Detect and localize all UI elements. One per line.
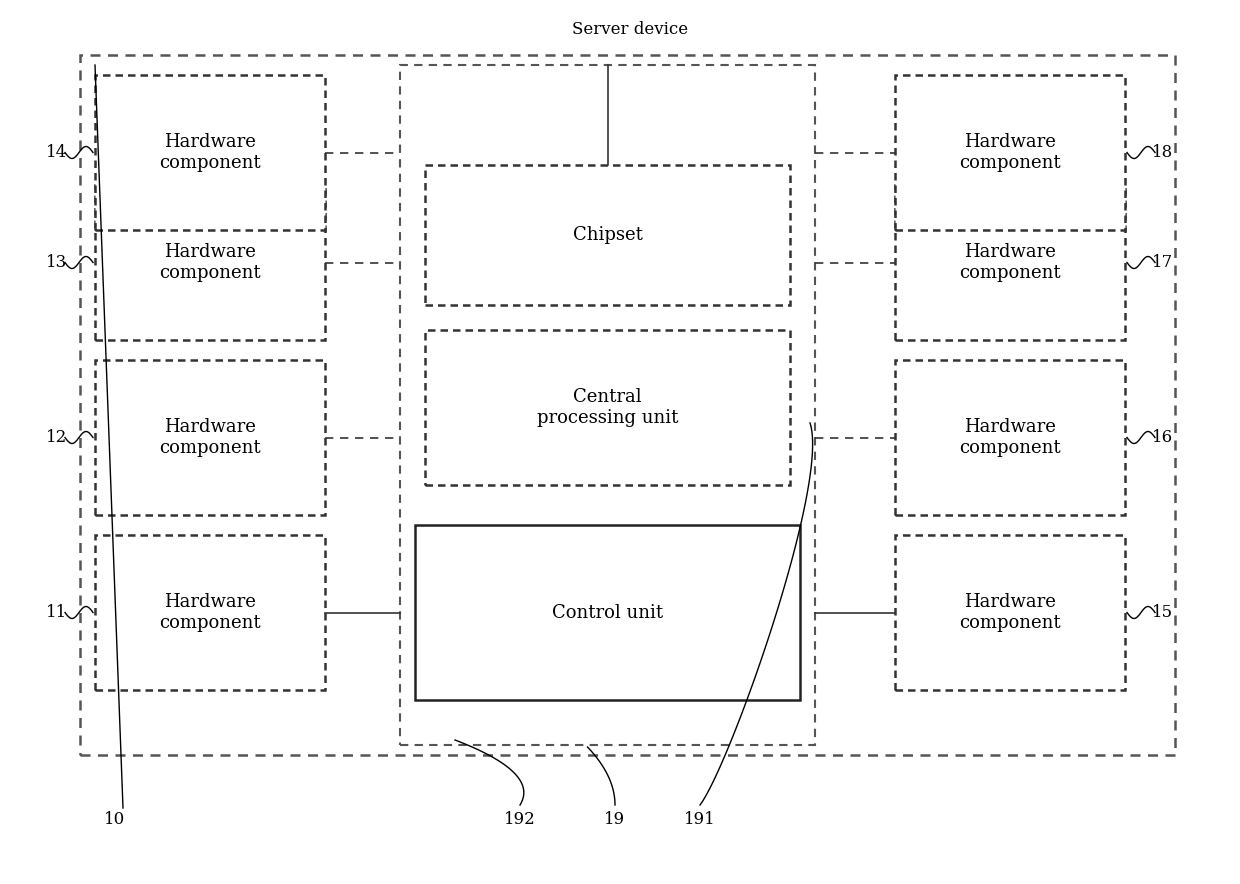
Text: Hardware
component: Hardware component [159,418,260,457]
Text: 14: 14 [46,144,68,161]
Bar [95,75,325,230]
Text: Chipset: Chipset [573,226,642,244]
Bar [95,535,325,690]
Bar [401,65,815,745]
Text: Hardware
component: Hardware component [960,593,1060,632]
Bar [895,535,1125,690]
Text: Hardware
component: Hardware component [960,243,1060,282]
Text: 17: 17 [1152,254,1173,271]
Bar [425,330,790,485]
Text: 191: 191 [684,812,715,828]
Text: 16: 16 [1152,429,1173,446]
Bar [895,185,1125,340]
Text: Hardware
component: Hardware component [159,133,260,171]
Bar [95,360,325,515]
Bar [425,165,790,305]
Text: Hardware
component: Hardware component [960,133,1060,171]
Text: Hardware
component: Hardware component [159,593,260,632]
Bar [81,55,1176,755]
Text: 12: 12 [46,429,68,446]
Text: Control unit: Control unit [552,604,663,621]
Text: Central
processing unit: Central processing unit [537,388,678,427]
Text: 192: 192 [505,812,536,828]
Text: Hardware
component: Hardware component [159,243,260,282]
Bar [895,75,1125,230]
Text: Server device: Server device [572,21,688,39]
Bar [95,185,325,340]
Bar [895,360,1125,515]
Text: 19: 19 [604,812,625,828]
Text: 10: 10 [104,812,125,828]
Text: 18: 18 [1152,144,1173,161]
Text: 13: 13 [46,254,68,271]
Text: Hardware
component: Hardware component [960,418,1060,457]
Text: 15: 15 [1152,604,1173,621]
Bar [415,525,800,700]
Text: 11: 11 [46,604,68,621]
